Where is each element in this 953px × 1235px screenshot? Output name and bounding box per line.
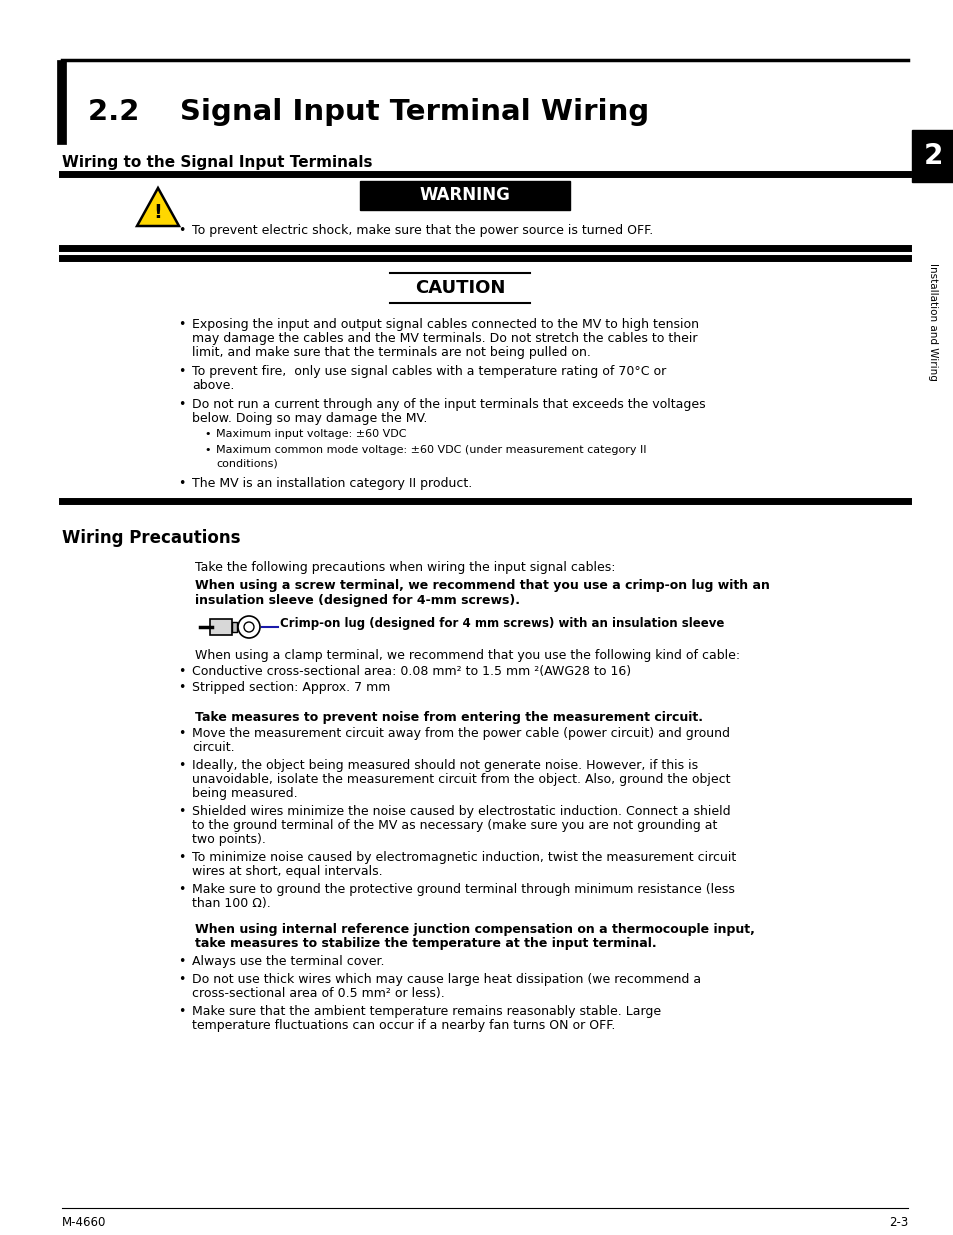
Text: •: • bbox=[178, 973, 185, 986]
Text: To prevent electric shock, make sure that the power source is turned OFF.: To prevent electric shock, make sure tha… bbox=[192, 224, 653, 237]
Polygon shape bbox=[137, 188, 179, 226]
Text: When using a clamp terminal, we recommend that you use the following kind of cab: When using a clamp terminal, we recommen… bbox=[194, 650, 740, 662]
Text: •: • bbox=[204, 445, 211, 454]
Text: Wiring Precautions: Wiring Precautions bbox=[62, 529, 240, 547]
Text: conditions): conditions) bbox=[215, 459, 277, 469]
Text: Conductive cross-sectional area: 0.08 mm² to 1.5 mm ²(AWG28 to 16): Conductive cross-sectional area: 0.08 mm… bbox=[192, 664, 631, 678]
Text: Move the measurement circuit away from the power cable (power circuit) and groun: Move the measurement circuit away from t… bbox=[192, 727, 729, 740]
Text: limit, and make sure that the terminals are not being pulled on.: limit, and make sure that the terminals … bbox=[192, 346, 590, 359]
Bar bbox=[359, 182, 569, 210]
Text: •: • bbox=[204, 429, 211, 438]
Text: Do not run a current through any of the input terminals that exceeds the voltage: Do not run a current through any of the … bbox=[192, 398, 705, 411]
Text: to the ground terminal of the MV as necessary (make sure you are not grounding a: to the ground terminal of the MV as nece… bbox=[192, 819, 717, 832]
Text: To minimize noise caused by electromagnetic induction, twist the measurement cir: To minimize noise caused by electromagne… bbox=[192, 851, 736, 864]
Text: •: • bbox=[178, 680, 185, 694]
Text: To prevent fire,  only use signal cables with a temperature rating of 70°C or: To prevent fire, only use signal cables … bbox=[192, 366, 665, 378]
Text: Shielded wires minimize the noise caused by electrostatic induction. Connect a s: Shielded wires minimize the noise caused… bbox=[192, 805, 730, 818]
Bar bbox=[232, 622, 236, 632]
Text: •: • bbox=[178, 727, 185, 740]
Text: Ideally, the object being measured should not generate noise. However, if this i: Ideally, the object being measured shoul… bbox=[192, 760, 698, 772]
Text: above.: above. bbox=[192, 379, 234, 391]
Text: Take measures to prevent noise from entering the measurement circuit.: Take measures to prevent noise from ente… bbox=[194, 711, 702, 724]
Text: •: • bbox=[178, 760, 185, 772]
Text: M-4660: M-4660 bbox=[62, 1215, 107, 1229]
Text: WARNING: WARNING bbox=[419, 186, 510, 205]
Text: insulation sleeve (designed for 4-mm screws).: insulation sleeve (designed for 4-mm scr… bbox=[194, 594, 519, 606]
Text: take measures to stabilize the temperature at the input terminal.: take measures to stabilize the temperatu… bbox=[194, 937, 656, 950]
Text: Always use the terminal cover.: Always use the terminal cover. bbox=[192, 955, 384, 968]
Text: Make sure that the ambient temperature remains reasonably stable. Large: Make sure that the ambient temperature r… bbox=[192, 1005, 660, 1018]
Text: Maximum common mode voltage: ±60 VDC (under measurement category II: Maximum common mode voltage: ±60 VDC (un… bbox=[215, 445, 646, 454]
Text: !: ! bbox=[153, 203, 162, 221]
Text: Stripped section: Approx. 7 mm: Stripped section: Approx. 7 mm bbox=[192, 680, 390, 694]
Text: CAUTION: CAUTION bbox=[415, 279, 505, 296]
Text: Do not use thick wires which may cause large heat dissipation (we recommend a: Do not use thick wires which may cause l… bbox=[192, 973, 700, 986]
Text: two points).: two points). bbox=[192, 832, 266, 846]
Text: The MV is an installation category II product.: The MV is an installation category II pr… bbox=[192, 477, 472, 490]
Text: 2-3: 2-3 bbox=[888, 1215, 907, 1229]
Text: •: • bbox=[178, 805, 185, 818]
Text: •: • bbox=[178, 664, 185, 678]
Text: •: • bbox=[178, 955, 185, 968]
Text: Wiring to the Signal Input Terminals: Wiring to the Signal Input Terminals bbox=[62, 154, 372, 169]
Text: When using a screw terminal, we recommend that you use a crimp-on lug with an: When using a screw terminal, we recommen… bbox=[194, 579, 769, 592]
Text: Take the following precautions when wiring the input signal cables:: Take the following precautions when wiri… bbox=[194, 561, 615, 574]
Text: Crimp-on lug (designed for 4 mm screws) with an insulation sleeve: Crimp-on lug (designed for 4 mm screws) … bbox=[280, 618, 723, 631]
Text: Exposing the input and output signal cables connected to the MV to high tension: Exposing the input and output signal cab… bbox=[192, 317, 699, 331]
Text: •: • bbox=[178, 477, 185, 490]
Text: Make sure to ground the protective ground terminal through minimum resistance (l: Make sure to ground the protective groun… bbox=[192, 883, 734, 897]
Text: •: • bbox=[178, 366, 185, 378]
Text: unavoidable, isolate the measurement circuit from the object. Also, ground the o: unavoidable, isolate the measurement cir… bbox=[192, 773, 730, 785]
Text: •: • bbox=[178, 398, 185, 411]
Text: being measured.: being measured. bbox=[192, 787, 297, 800]
Text: •: • bbox=[178, 851, 185, 864]
Text: temperature fluctuations can occur if a nearby fan turns ON or OFF.: temperature fluctuations can occur if a … bbox=[192, 1019, 615, 1032]
Text: •: • bbox=[178, 883, 185, 897]
Text: below. Doing so may damage the MV.: below. Doing so may damage the MV. bbox=[192, 412, 427, 425]
Text: 2.2    Signal Input Terminal Wiring: 2.2 Signal Input Terminal Wiring bbox=[88, 98, 649, 126]
Text: •: • bbox=[178, 1005, 185, 1018]
Text: circuit.: circuit. bbox=[192, 741, 234, 755]
Bar bbox=[911, 130, 953, 182]
Text: than 100 Ω).: than 100 Ω). bbox=[192, 897, 271, 910]
Text: •: • bbox=[178, 224, 185, 237]
Bar bbox=[210, 619, 232, 635]
Text: Maximum input voltage: ±60 VDC: Maximum input voltage: ±60 VDC bbox=[215, 429, 406, 438]
Text: cross-sectional area of 0.5 mm² or less).: cross-sectional area of 0.5 mm² or less)… bbox=[192, 987, 444, 1000]
Text: When using internal reference junction compensation on a thermocouple input,: When using internal reference junction c… bbox=[194, 923, 754, 936]
Text: Installation and Wiring: Installation and Wiring bbox=[927, 263, 937, 380]
Text: •: • bbox=[178, 317, 185, 331]
Text: 2: 2 bbox=[923, 142, 942, 170]
Text: may damage the cables and the MV terminals. Do not stretch the cables to their: may damage the cables and the MV termina… bbox=[192, 332, 697, 345]
Text: wires at short, equal intervals.: wires at short, equal intervals. bbox=[192, 864, 382, 878]
